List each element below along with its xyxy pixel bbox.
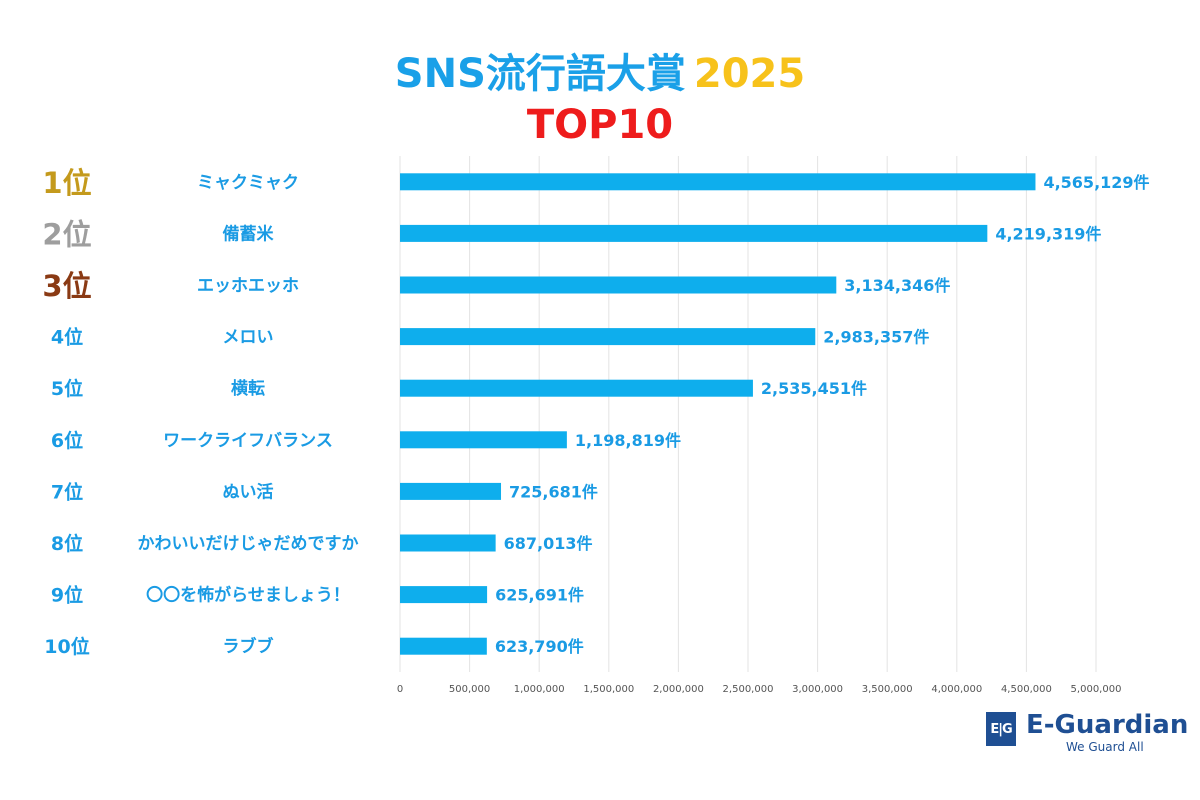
data-label: 2,535,451件: [761, 379, 867, 398]
data-label: 3,134,346件: [844, 276, 950, 295]
rank-label: 10位: [44, 635, 89, 658]
rank-label: 1位: [42, 166, 91, 200]
data-label: 2,983,357件: [823, 328, 929, 347]
category-label: ワークライフバランス: [163, 431, 333, 451]
x-tick-label: 5,000,000: [1071, 684, 1122, 695]
rank-label: 7位: [51, 480, 83, 503]
data-label: 1,198,819件: [575, 431, 681, 450]
bar: [400, 276, 837, 294]
chart-subtitle: TOP10: [526, 102, 674, 148]
category-label: エッホエッホ: [197, 276, 299, 296]
rank-label: 3位: [42, 269, 91, 303]
x-tick-label: 3,000,000: [792, 684, 843, 695]
x-tick-label: 0: [397, 684, 403, 695]
data-label: 4,219,319件: [995, 224, 1101, 243]
x-tick-label: 4,000,000: [931, 684, 982, 695]
data-label: 625,691件: [495, 586, 584, 605]
logo-name: E-Guardian: [1026, 710, 1189, 740]
bar: [400, 586, 488, 604]
x-tick-label: 1,500,000: [583, 684, 634, 695]
rank-label: 4位: [51, 326, 83, 349]
bar: [400, 637, 487, 655]
bar: [400, 173, 1036, 191]
data-label: 623,790件: [495, 637, 584, 656]
category-label: メロい: [223, 328, 274, 348]
category-label: かわいいだけじゃだめですか: [138, 534, 359, 554]
category-label: ラブブ: [223, 636, 274, 657]
rank-label: 8位: [51, 532, 83, 555]
x-tick-label: 2,500,000: [723, 684, 774, 695]
category-label: 〇〇を怖がらせましょう！: [146, 585, 350, 606]
category-label: ミャクミャク: [197, 173, 299, 193]
rank-label: 6位: [51, 429, 83, 452]
bar: [400, 379, 753, 397]
logo-mark-icon: E|G: [986, 712, 1016, 746]
e-guardian-logo: E|G E-Guardian We Guard All: [986, 710, 1188, 762]
rank-label: 5位: [51, 377, 83, 400]
chart-title-row: SNS流行語大賞 2025: [0, 48, 1200, 100]
x-tick-label: 4,500,000: [1001, 684, 1052, 695]
data-label: 725,681件: [509, 482, 598, 501]
logo-tagline: We Guard All: [1066, 740, 1144, 754]
chart-title: SNS流行語大賞: [394, 51, 686, 97]
data-label: 687,013件: [504, 534, 593, 553]
data-label: 4,565,129件: [1043, 173, 1149, 192]
chart-title-year: 2025: [693, 51, 806, 97]
rank-label: 2位: [42, 217, 91, 251]
bar: [400, 534, 496, 552]
x-tick-label: 2,000,000: [653, 684, 704, 695]
bar: [400, 328, 816, 346]
bar: [400, 224, 988, 242]
bar: [400, 482, 502, 500]
bar: [400, 431, 567, 449]
x-tick-label: 500,000: [449, 684, 490, 695]
category-label: 横転: [231, 378, 265, 399]
category-label: ぬい活: [223, 481, 274, 502]
x-tick-label: 3,500,000: [862, 684, 913, 695]
rank-label: 9位: [51, 584, 83, 607]
category-label: 備蓄米: [223, 223, 275, 244]
x-tick-label: 1,000,000: [514, 684, 565, 695]
